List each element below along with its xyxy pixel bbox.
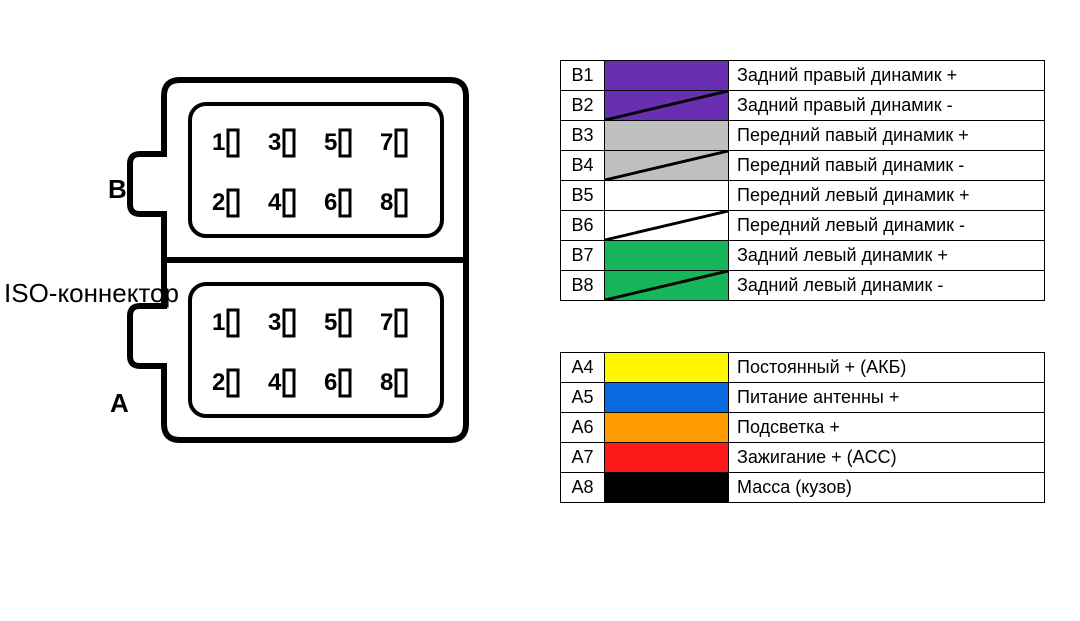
legend-swatch: [605, 91, 729, 121]
legend-desc: Задний правый динамик +: [729, 61, 1045, 91]
legend-row: B5 Передний левый динамик +: [561, 181, 1045, 211]
pin-label: 4: [268, 369, 282, 396]
legend-desc: Задний правый динамик -: [729, 91, 1045, 121]
legend-desc: Передний левый динамик +: [729, 181, 1045, 211]
iso-connector-label: ISO-коннектор: [4, 278, 179, 309]
iso-connector-drawing: 1 3 5 7 2 4 6 8 1 3 5 7: [100, 60, 480, 460]
legend-swatch: [605, 121, 729, 151]
pin-label: 3: [268, 129, 281, 156]
legend-row: B4 Передний павый динамик -: [561, 151, 1045, 181]
legend-desc: Подсветка +: [729, 413, 1045, 443]
legend-pin: B5: [561, 181, 605, 211]
stripe-icon: [605, 91, 728, 120]
legend-desc: Питание антенны +: [729, 383, 1045, 413]
legend-pin: B3: [561, 121, 605, 151]
legend-swatch: [605, 181, 729, 211]
legend-desc: Масса (кузов): [729, 473, 1045, 503]
pin-label: 5: [324, 309, 337, 336]
legend-row: B6 Передний левый динамик -: [561, 211, 1045, 241]
legend-swatch: [605, 271, 729, 301]
pin-label: 1: [212, 129, 225, 156]
legend-row: A6 Подсветка +: [561, 413, 1045, 443]
legend-table-b: B1 Задний правый динамик + B2 Задний правый…: [560, 60, 1045, 301]
legend-row: B3 Передний павый динамик +: [561, 121, 1045, 151]
pin-label: 7: [380, 129, 393, 156]
legend-pin: A6: [561, 413, 605, 443]
legend-desc: Зажигание + (ACC): [729, 443, 1045, 473]
legend-row: B7 Задний левый динамик +: [561, 241, 1045, 271]
legend-pin: B8: [561, 271, 605, 301]
pin-label: 6: [324, 369, 337, 396]
legend-pin: A4: [561, 353, 605, 383]
legend-row: B2 Задний правый динамик -: [561, 91, 1045, 121]
legend-row: A4 Постоянный + (АКБ): [561, 353, 1045, 383]
legend-pin: A8: [561, 473, 605, 503]
block-b-label: B: [108, 174, 127, 205]
block-a-label: A: [110, 388, 129, 419]
legend-desc: Постоянный + (АКБ): [729, 353, 1045, 383]
block-a-pins: 1 3 5 7 2 4 6 8: [212, 309, 406, 396]
legend-row: A7 Зажигание + (ACC): [561, 443, 1045, 473]
pin-label: 5: [324, 129, 337, 156]
legend-swatch: [605, 353, 729, 383]
legend-row: A8 Масса (кузов): [561, 473, 1045, 503]
diagram-canvas: 1 3 5 7 2 4 6 8 1 3 5 7: [0, 0, 1080, 621]
pin-label: 8: [380, 189, 393, 216]
legend-swatch: [605, 473, 729, 503]
pin-label: 6: [324, 189, 337, 216]
legend-desc: Передний левый динамик -: [729, 211, 1045, 241]
legend-pin: A7: [561, 443, 605, 473]
legend-pin: B2: [561, 91, 605, 121]
legend-row: A5 Питание антенны +: [561, 383, 1045, 413]
legend-swatch: [605, 413, 729, 443]
legend-swatch: [605, 241, 729, 271]
pin-label: 8: [380, 369, 393, 396]
legend-swatch: [605, 151, 729, 181]
legend-table-a: A4Постоянный + (АКБ)A5Питание антенны +A…: [560, 352, 1045, 503]
pin-label: 3: [268, 309, 281, 336]
stripe-icon: [605, 211, 728, 240]
legend-pin: B6: [561, 211, 605, 241]
legend-desc: Передний павый динамик -: [729, 151, 1045, 181]
pin-label: 1: [212, 309, 225, 336]
legend-desc: Передний павый динамик +: [729, 121, 1045, 151]
pin-label: 2: [212, 369, 225, 396]
legend-pin: B1: [561, 61, 605, 91]
legend-row: B8 Задний левый динамик -: [561, 271, 1045, 301]
legend-pin: B7: [561, 241, 605, 271]
legend-swatch: [605, 443, 729, 473]
legend-desc: Задний левый динамик +: [729, 241, 1045, 271]
legend-pin: B4: [561, 151, 605, 181]
pin-label: 7: [380, 309, 393, 336]
legend-row: B1 Задний правый динамик +: [561, 61, 1045, 91]
legend-swatch: [605, 61, 729, 91]
legend-pin: A5: [561, 383, 605, 413]
legend-desc: Задний левый динамик -: [729, 271, 1045, 301]
legend-swatch: [605, 383, 729, 413]
pin-label: 2: [212, 189, 225, 216]
pin-label: 4: [268, 189, 282, 216]
stripe-icon: [605, 271, 728, 300]
legend-swatch: [605, 211, 729, 241]
block-b-pins: 1 3 5 7 2 4 6 8: [212, 129, 406, 216]
stripe-icon: [605, 151, 728, 180]
